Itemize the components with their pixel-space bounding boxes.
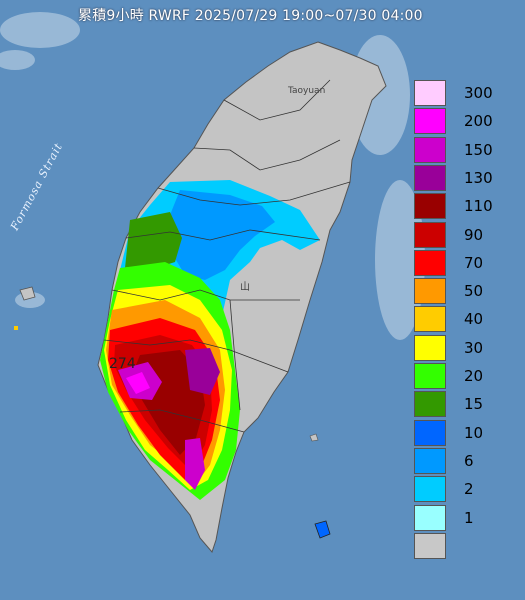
rain-layer — [100, 180, 320, 500]
legend-swatch — [414, 306, 446, 333]
legend-swatch — [414, 193, 446, 220]
legend-label: 130 — [464, 168, 493, 187]
place-label-taoyuan: Taoyuan — [288, 86, 326, 96]
legend-label: 20 — [464, 367, 484, 385]
legend-swatch — [414, 136, 446, 163]
legend-swatch — [414, 108, 446, 135]
legend-swatch — [414, 504, 446, 531]
legend-swatch — [414, 221, 446, 248]
legend-swatch — [414, 419, 446, 446]
legend-label: 90 — [464, 225, 484, 244]
legend-label: 300 — [464, 84, 493, 102]
legend-swatch — [414, 532, 446, 559]
map-title: 累積9小時 RWRF 2025/07/29 19:00~07/30 04:00 — [78, 8, 423, 24]
legend-label: 10 — [464, 423, 484, 442]
legend-label: 200 — [464, 112, 493, 131]
offshore-islands — [14, 286, 331, 539]
legend-swatch — [414, 80, 446, 106]
legend-label: 30 — [464, 338, 484, 357]
legend-label: 150 — [464, 140, 493, 159]
legend-label: 70 — [464, 253, 484, 272]
legend-swatch — [414, 164, 446, 191]
legend-swatch — [414, 447, 446, 474]
county-boundaries — [103, 79, 351, 433]
legend-swatch — [414, 363, 446, 389]
legend-label: 15 — [464, 395, 484, 414]
place-label-mountain: 山 — [240, 282, 250, 293]
legend-swatch — [414, 278, 446, 305]
peak-rainfall-value: 274 — [109, 356, 136, 372]
legend-swatch — [414, 249, 446, 276]
legend-label: 50 — [464, 282, 484, 301]
legend-swatch — [414, 476, 446, 503]
legend-label: 1 — [464, 508, 474, 527]
legend-swatch — [414, 391, 446, 418]
legend-label: 110 — [464, 197, 493, 216]
legend-label: 40 — [464, 310, 484, 329]
legend-swatch — [414, 334, 446, 361]
legend-label: 2 — [464, 480, 474, 499]
rainfall-legend: 300 200 150 130 110 90 70 50 40 30 20 15 10 6 2 1 — [414, 80, 514, 570]
legend-label: 6 — [464, 451, 474, 470]
